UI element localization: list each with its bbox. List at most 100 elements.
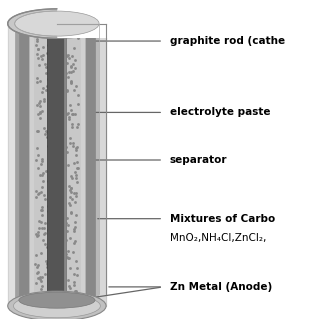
Point	[59, 89, 64, 94]
Point	[55, 224, 60, 229]
Point	[33, 262, 38, 267]
Point	[37, 219, 42, 224]
Point	[33, 281, 38, 286]
Point	[34, 270, 39, 276]
Point	[60, 249, 65, 254]
Point	[68, 190, 73, 195]
Point	[58, 193, 63, 198]
Point	[68, 64, 73, 69]
Point	[60, 111, 65, 116]
Point	[49, 205, 54, 211]
Point	[53, 73, 59, 78]
Point	[54, 77, 60, 82]
Point	[37, 109, 43, 115]
Point	[54, 163, 60, 168]
Point	[60, 116, 66, 121]
Point	[75, 102, 80, 107]
Point	[58, 230, 63, 236]
Point	[71, 161, 76, 166]
Text: graphite rod (cathe: graphite rod (cathe	[170, 36, 285, 46]
Point	[72, 225, 77, 230]
Point	[74, 84, 79, 89]
Point	[59, 57, 64, 62]
Point	[67, 195, 72, 200]
Point	[66, 111, 71, 116]
Ellipse shape	[8, 291, 106, 320]
Point	[64, 111, 69, 116]
Point	[40, 225, 45, 230]
Point	[46, 216, 51, 221]
Point	[71, 227, 76, 232]
Point	[33, 232, 38, 237]
Point	[65, 256, 70, 261]
Point	[65, 54, 70, 59]
Point	[46, 77, 51, 82]
Point	[69, 175, 75, 180]
Point	[52, 44, 57, 49]
Point	[71, 271, 76, 276]
Text: separator: separator	[170, 155, 227, 165]
Point	[43, 272, 48, 277]
Ellipse shape	[34, 17, 80, 30]
Point	[46, 198, 52, 203]
Point	[71, 61, 76, 66]
Point	[53, 42, 59, 47]
Point	[35, 233, 40, 238]
Point	[55, 203, 60, 208]
Point	[74, 148, 79, 153]
Point	[61, 125, 66, 130]
Point	[68, 78, 74, 83]
Point	[39, 56, 44, 61]
Point	[44, 260, 50, 266]
Bar	[8, 24, 106, 306]
Point	[44, 70, 49, 76]
Point	[41, 178, 46, 183]
Point	[49, 123, 54, 128]
Point	[39, 212, 44, 218]
Point	[43, 88, 48, 93]
Point	[49, 86, 54, 91]
Point	[68, 102, 73, 107]
Point	[64, 87, 69, 92]
Point	[66, 255, 71, 260]
Point	[37, 275, 42, 280]
Point	[73, 58, 78, 63]
Point	[35, 51, 40, 56]
Point	[62, 228, 67, 234]
Point	[65, 52, 70, 57]
Point	[67, 70, 72, 75]
Point	[59, 69, 64, 74]
Point	[57, 287, 62, 292]
Point	[68, 185, 73, 190]
Point	[43, 196, 48, 202]
Point	[56, 85, 61, 90]
Point	[36, 229, 41, 235]
Point	[41, 232, 46, 237]
Point	[46, 36, 51, 41]
Point	[56, 141, 61, 146]
Point	[41, 226, 46, 231]
Point	[55, 233, 60, 238]
Point	[43, 65, 48, 70]
Point	[45, 228, 50, 233]
Point	[70, 143, 76, 148]
Point	[67, 114, 72, 119]
Text: MnO₂,NH₄Cl,ZnCl₂,: MnO₂,NH₄Cl,ZnCl₂,	[170, 233, 266, 243]
Point	[34, 43, 39, 48]
Point	[53, 127, 58, 132]
Point	[68, 209, 74, 214]
Point	[73, 146, 78, 151]
Point	[52, 253, 57, 258]
Point	[61, 261, 67, 266]
Point	[54, 218, 59, 223]
Point	[71, 241, 76, 246]
Point	[37, 277, 43, 282]
Point	[35, 36, 40, 42]
Point	[35, 264, 40, 269]
Ellipse shape	[19, 293, 95, 316]
Point	[64, 252, 69, 257]
Point	[42, 230, 47, 235]
Point	[76, 165, 81, 170]
Point	[62, 249, 67, 254]
Point	[74, 159, 79, 164]
